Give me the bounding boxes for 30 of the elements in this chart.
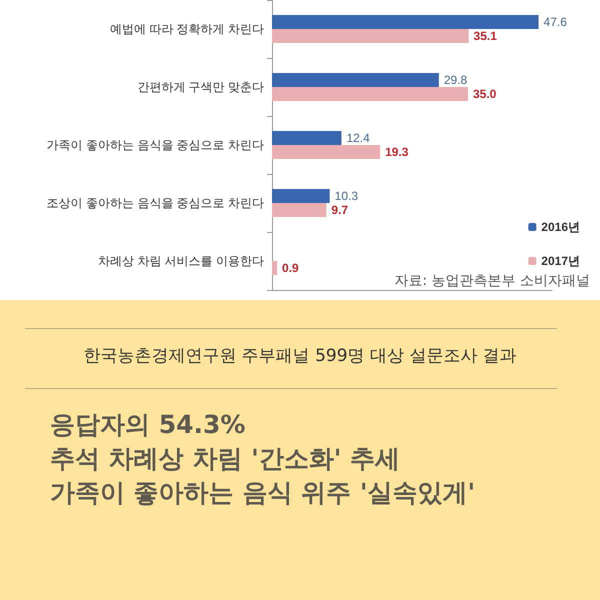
bar: [272, 15, 539, 29]
data-label: 35.0: [473, 87, 497, 101]
y-tick-label: 가족이 좋아하는 음식을 중심으로 차린다: [46, 138, 264, 152]
data-label: 29.8: [444, 73, 468, 87]
text: 응답자의 54.3%: [50, 409, 246, 441]
data-label: 35.1: [474, 29, 498, 43]
annotation: 자료: 농업관측본부 소비자패널: [394, 272, 590, 290]
bar: [272, 203, 326, 217]
text: 가족이 좋아하는 음식 위주 '실속있게': [50, 477, 476, 509]
y-tick-label: 조상이 좋아하는 음식을 중심으로 차린다: [46, 196, 264, 210]
y-tick-label: 간편하게 구색만 맞춘다: [137, 80, 264, 94]
bar: [272, 73, 439, 87]
data-label: 10.3: [334, 189, 358, 203]
bar: [272, 29, 469, 43]
bar: [272, 261, 278, 275]
bar: [272, 87, 468, 101]
data-label: 19.3: [385, 145, 409, 159]
text: 추석 차례상 차림 '간소화' 추세: [50, 443, 402, 475]
text: 한국농촌경제연구원 주부패널 599명 대상 설문조사 결과: [82, 345, 518, 367]
legend-label: 2016년: [541, 220, 580, 234]
data-label: 0.9: [282, 261, 300, 275]
data-label: 47.6: [544, 15, 568, 29]
y-tick-label: 예법에 따라 정확하게 차린다: [110, 22, 264, 36]
bar: [272, 131, 342, 145]
data-label: 9.7: [331, 203, 348, 217]
bar: [272, 189, 330, 203]
data-label: 12.4: [346, 131, 370, 145]
bar: [272, 145, 380, 159]
legend-label: 2017년: [541, 254, 580, 268]
y-tick-label: 차례상 차림 서비스를 이용한다: [98, 254, 264, 268]
